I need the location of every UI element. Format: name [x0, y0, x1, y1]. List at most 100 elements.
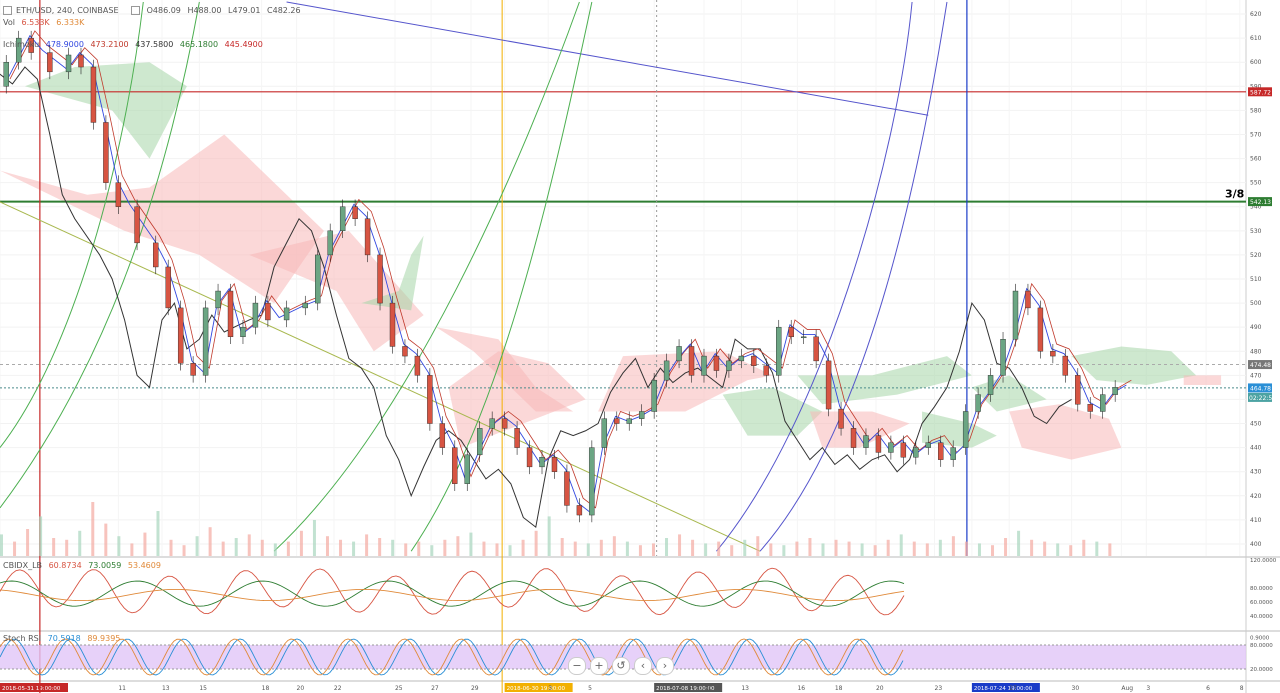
candle-body [938, 442, 944, 460]
volume-bar [691, 539, 695, 556]
cbidx-value-1: 60.8734 [48, 561, 82, 570]
volume-bar [1043, 541, 1047, 556]
y-tick-label: 580 [1250, 107, 1262, 114]
candle-body [875, 435, 882, 453]
collapse-icon[interactable] [3, 6, 12, 15]
candle-body [589, 447, 595, 516]
volume-bar [482, 541, 486, 556]
price-tag [1248, 383, 1272, 393]
candle-body [377, 254, 383, 304]
candle-body [788, 326, 794, 338]
cbidx-line-1 [0, 567, 905, 616]
candle-body [15, 37, 22, 63]
price-tag [1248, 87, 1272, 97]
zoom-out-button[interactable]: − [568, 657, 586, 675]
volume-bar [508, 545, 512, 556]
candle-body [975, 394, 981, 412]
volume-bar [730, 545, 734, 556]
x-tick-label: 11 [118, 685, 126, 692]
price-tag-label: 464.78 [1250, 385, 1271, 392]
ichimoku-kijun: 473.2100 [90, 40, 129, 49]
volume-bar [286, 541, 290, 556]
volume-bar [560, 538, 564, 556]
ichimoku-tenkan: 478.9000 [45, 40, 84, 49]
volume-bar [260, 539, 264, 556]
date-tag-bg [504, 683, 573, 692]
vol-legend: Vol 6.533K 6.333K [3, 18, 88, 28]
volume-bar [91, 502, 95, 556]
y-tick-label: 400 [1250, 541, 1262, 548]
gear-icon[interactable] [131, 6, 141, 15]
scroll-left-button[interactable]: ‹ [634, 657, 652, 675]
cbidx-tick-label: 80.0000 [1250, 586, 1273, 592]
volume-bar [469, 532, 473, 556]
price-tag [1248, 197, 1272, 207]
x-tick-label: 27 [431, 685, 439, 692]
volume-bar [769, 543, 773, 556]
volume-bar [795, 541, 799, 556]
candle-body [1087, 404, 1093, 412]
x-tick-label: 30 [1072, 685, 1080, 692]
candle-body [227, 290, 234, 338]
x-tick-label: 5 [588, 685, 592, 692]
volume-bar [612, 536, 616, 556]
candle-body [1062, 355, 1069, 376]
candle-body [863, 435, 869, 448]
x-tick-label: 8 [1240, 685, 1244, 692]
candle-body [888, 442, 894, 453]
candle-body [514, 428, 520, 448]
candle-body [539, 457, 545, 468]
y-tick-label: 420 [1250, 493, 1262, 500]
price-tag-label: 587.72 [1250, 89, 1271, 96]
volume-bar [756, 536, 760, 556]
cbidx-value-2: 73.0059 [88, 561, 122, 570]
y-tick-label: 600 [1250, 59, 1262, 66]
x-tick-label: 22 [334, 685, 342, 692]
volume-bar [1030, 539, 1034, 556]
x-tick-label: 18 [835, 685, 843, 692]
date-tag-label: 2018-07-08 19:00:00 [656, 686, 715, 692]
candle-body [1112, 387, 1118, 395]
volume-bar [404, 543, 408, 556]
price-tag-label: 474.48 [1250, 362, 1271, 369]
cbidx-value-3: 53.4609 [127, 561, 161, 570]
ichimoku-spanB: 445.4900 [224, 40, 263, 49]
volume-bar [847, 541, 851, 556]
date-tag-bg [971, 683, 1040, 692]
candle-body [90, 66, 97, 123]
scroll-right-button[interactable]: › [656, 657, 674, 675]
cbidx-legend: CBIDX_LB 60.8734 73.0059 53.4609 [3, 561, 165, 571]
ichimoku-cloud [24, 62, 187, 159]
candle-body [751, 355, 757, 366]
candle-body [1100, 394, 1106, 412]
ohlc-high: H488.00 [187, 6, 222, 15]
candle-body [414, 355, 421, 376]
reset-button[interactable]: ↺ [612, 657, 630, 675]
y-tick-label: 440 [1250, 445, 1262, 452]
candle-body [713, 355, 720, 371]
stoch-label: Stoch RSI [3, 634, 42, 643]
stoch-tick-label: 80.0000 [1250, 643, 1273, 649]
volume-bar [743, 539, 747, 556]
volume-bar [938, 539, 942, 556]
volume-bar [365, 534, 369, 556]
ichimoku-cloud [1071, 346, 1197, 385]
volume-bar [0, 534, 3, 556]
candle-body [103, 122, 109, 183]
ichimoku-cloud [797, 356, 972, 405]
candle-body [950, 447, 956, 460]
zoom-in-button[interactable]: + [590, 657, 608, 675]
candle-body [339, 206, 346, 232]
stoch-tick-label: 20.0000 [1250, 667, 1273, 673]
volume-bar [299, 530, 303, 556]
volume-bar [925, 543, 929, 556]
volume-bar [495, 543, 499, 556]
volume-bar [1017, 530, 1021, 556]
price-tag [1248, 360, 1272, 370]
candle-body [1012, 290, 1019, 340]
date-tag-label: 2018-06-30 19:00:00 [507, 686, 566, 692]
volume-bar [964, 541, 968, 556]
candle-body [215, 290, 221, 309]
candle-body [800, 336, 807, 339]
